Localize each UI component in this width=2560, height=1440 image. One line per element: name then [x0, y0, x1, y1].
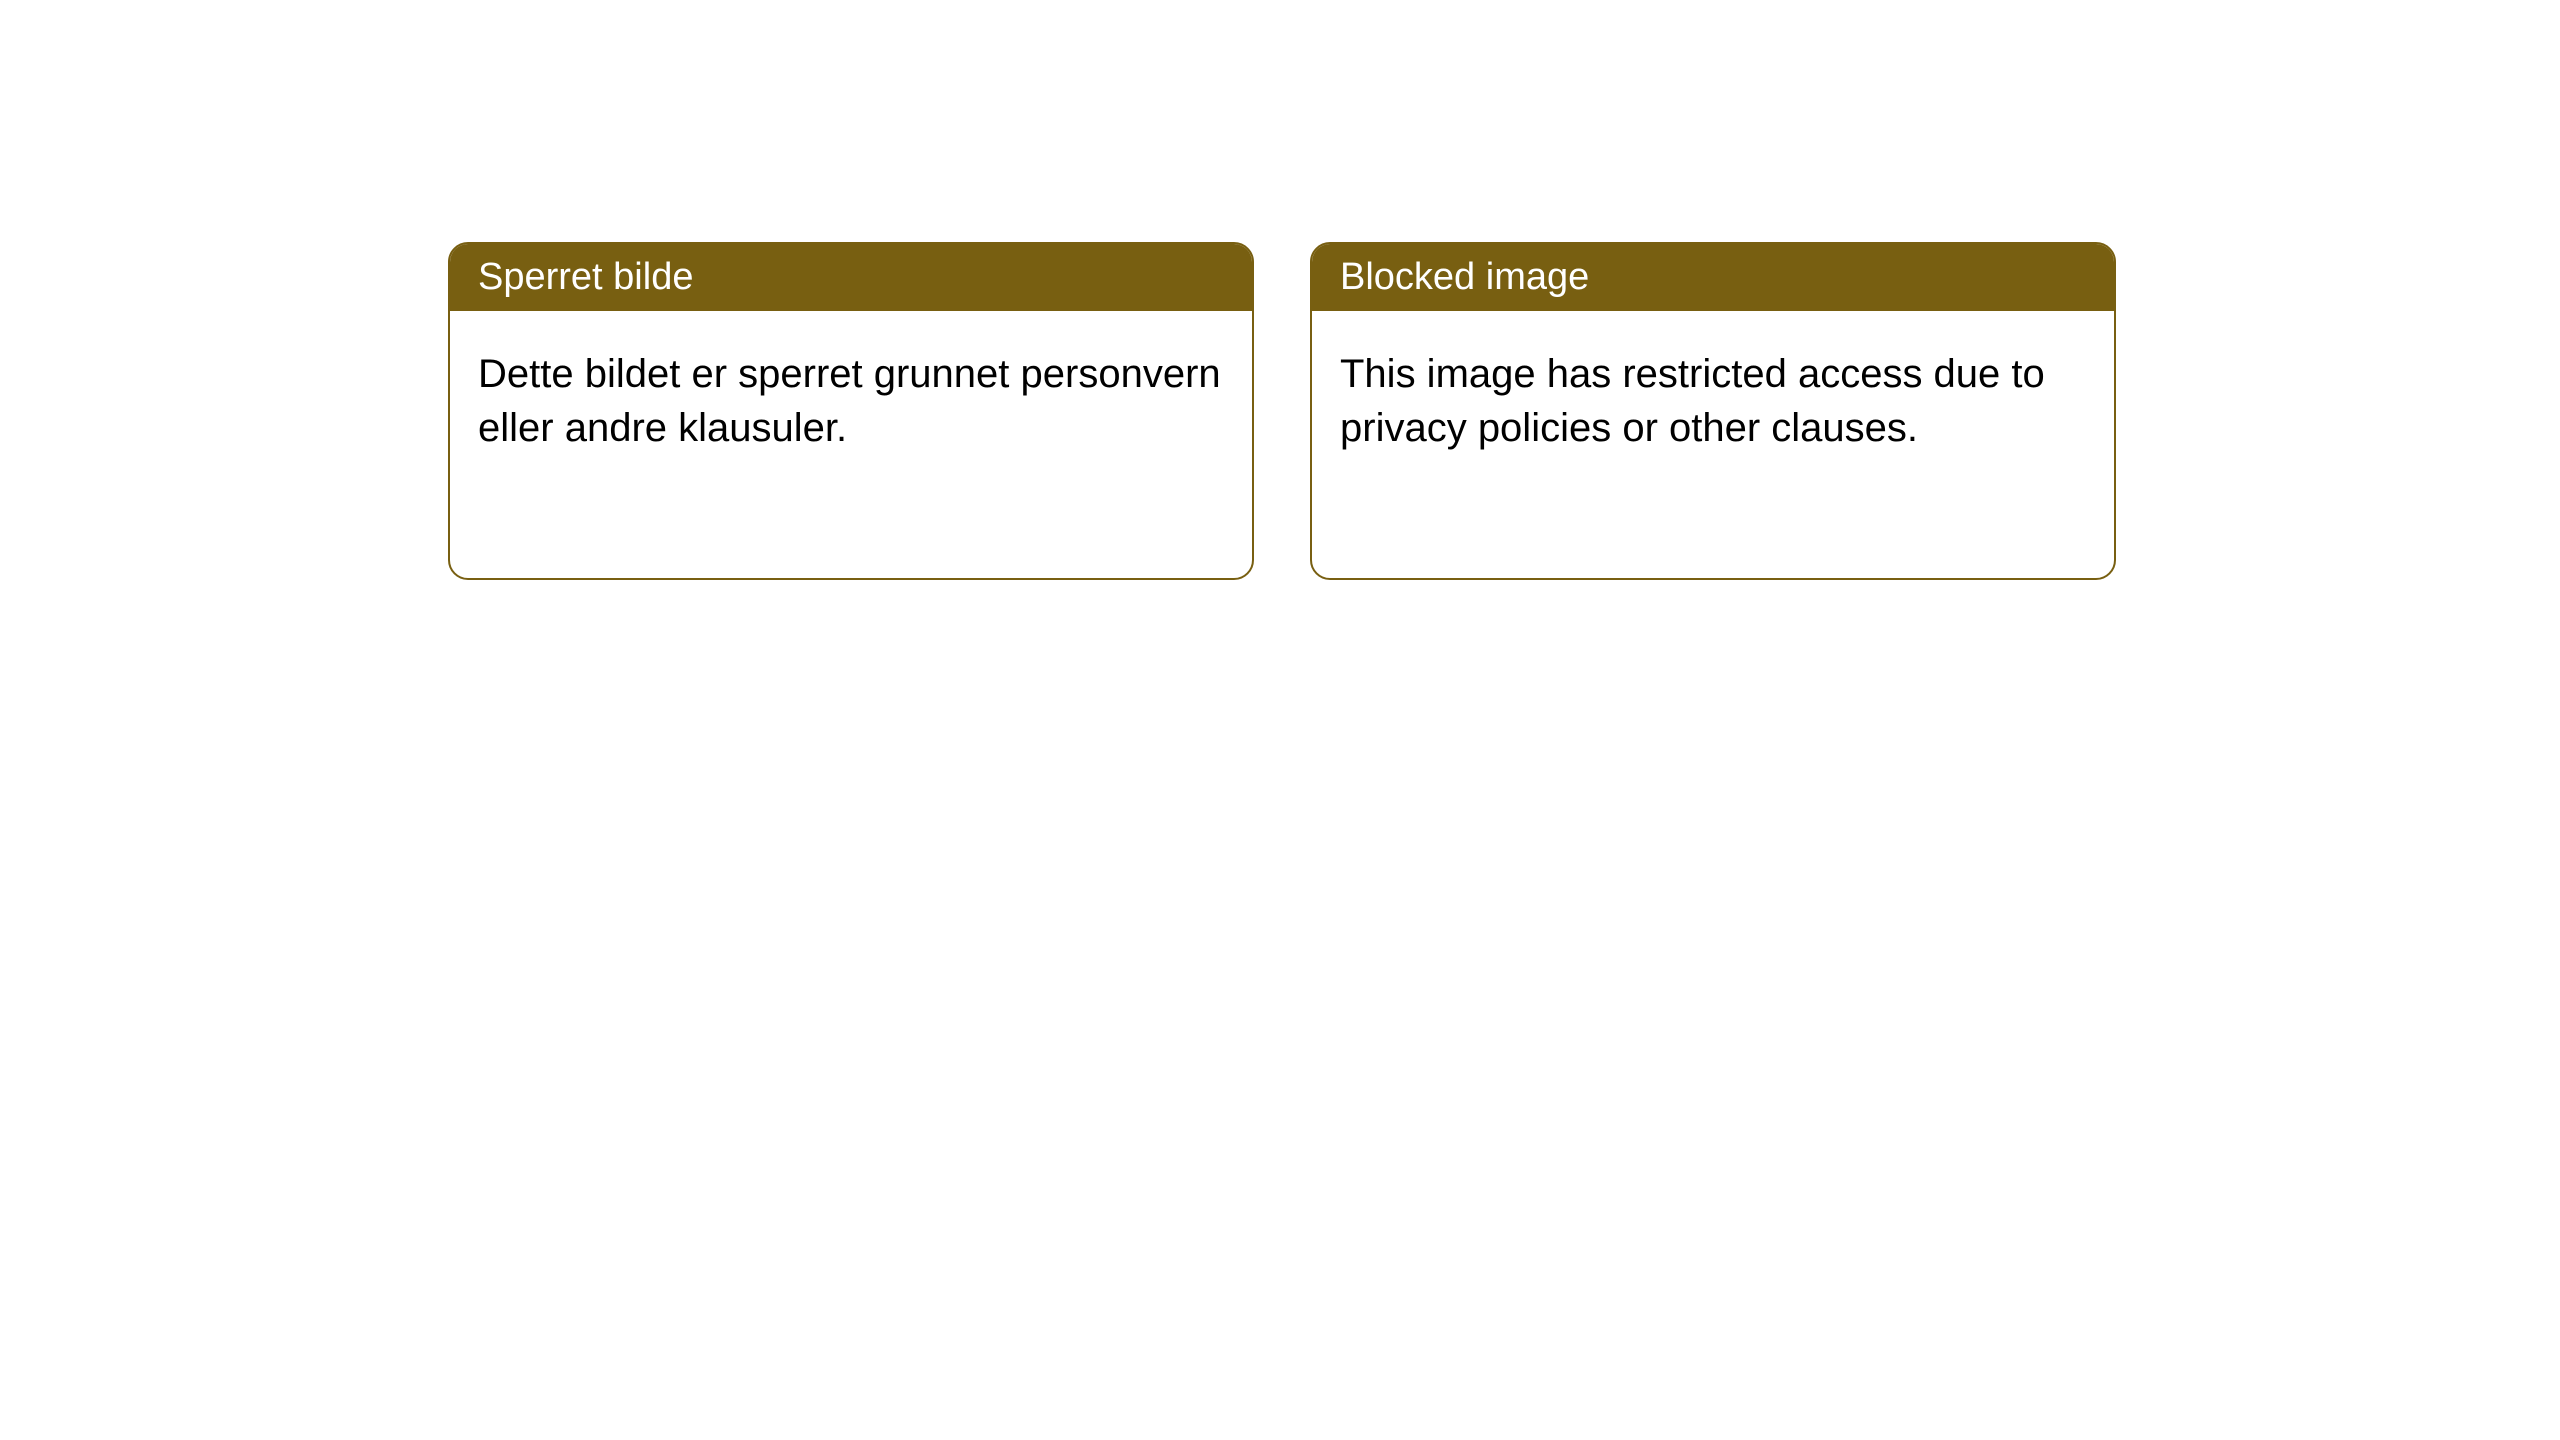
notice-card-no: Sperret bilde Dette bildet er sperret gr… [448, 242, 1254, 580]
notice-card-title-no: Sperret bilde [450, 244, 1252, 311]
notice-card-body-no: Dette bildet er sperret grunnet personve… [450, 311, 1252, 491]
notice-cards-container: Sperret bilde Dette bildet er sperret gr… [448, 242, 2116, 580]
notice-card-title-en: Blocked image [1312, 244, 2114, 311]
notice-card-en: Blocked image This image has restricted … [1310, 242, 2116, 580]
notice-card-body-en: This image has restricted access due to … [1312, 311, 2114, 491]
